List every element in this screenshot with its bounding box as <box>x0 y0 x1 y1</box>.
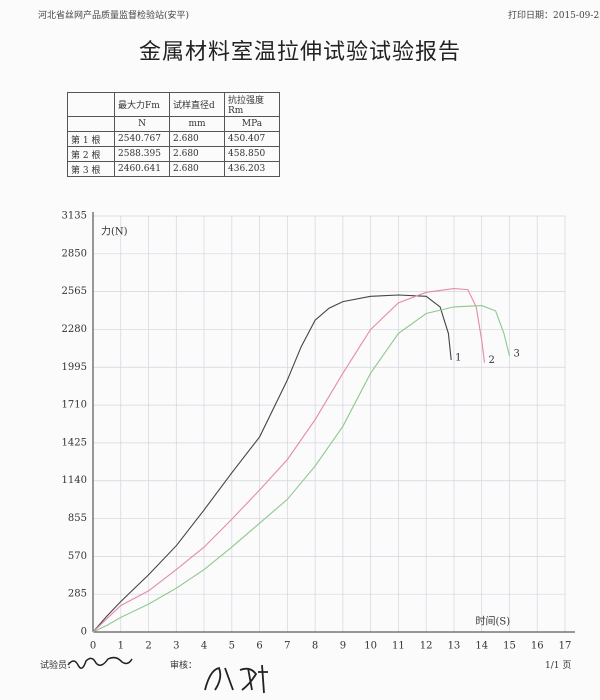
y-tick-label: 285 <box>68 589 87 600</box>
y-tick-label: 1710 <box>62 400 87 411</box>
table-cell: 最大力Fm <box>114 92 170 117</box>
x-tick-label: 12 <box>420 641 433 652</box>
tester-label: 试验员： <box>40 661 77 671</box>
y-tick-label: 1995 <box>62 362 87 373</box>
table-row: 第 1 根 2540.767 2.680 450.407 <box>67 131 280 147</box>
signature <box>204 664 268 694</box>
y-tick-label: 2565 <box>62 286 87 297</box>
y-tick-label: 0 <box>81 627 87 638</box>
y-tick-label: 1425 <box>62 437 87 448</box>
x-axis-label: 时间(S) <box>475 615 510 628</box>
reviewer-label: 审核： <box>170 661 198 671</box>
line <box>92 305 511 633</box>
x-tick-label: 11 <box>392 641 405 652</box>
series-label: 3 <box>513 348 519 359</box>
x-tick-label: 10 <box>364 641 377 652</box>
table-cell: 2460.641 <box>114 161 170 177</box>
x-tick-label: 1 <box>118 641 124 652</box>
x-tick-label: 8 <box>312 641 318 652</box>
y-tick-label: 855 <box>68 513 87 524</box>
line <box>92 288 486 633</box>
x-tick-label: 16 <box>531 641 544 652</box>
x-tick-label: 0 <box>90 641 96 652</box>
x-tick-label: 5 <box>229 641 235 652</box>
page-number: 1/1 页 <box>545 661 572 671</box>
table-cell: 第 3 根 <box>67 161 115 177</box>
y-axis-label: 力(N) <box>101 225 128 238</box>
series-label: 2 <box>488 355 494 366</box>
x-tick-label: 15 <box>503 641 516 652</box>
signature <box>67 656 133 669</box>
y-tick-label: 1140 <box>62 475 87 486</box>
table-row: 第 2 根 2588.395 2.680 458.850 <box>67 146 280 162</box>
table-cell: 436.203 <box>224 161 280 177</box>
x-tick-label: 9 <box>340 641 346 652</box>
header-org: 河北省丝网产品质量监督检验站(安平) <box>38 11 190 21</box>
header-date: 打印日期：2015-09-2 <box>508 11 600 21</box>
y-tick-label: 2280 <box>62 324 87 335</box>
x-tick-label: 14 <box>475 641 488 652</box>
series-label: 1 <box>455 352 461 363</box>
x-tick-label: 4 <box>201 641 207 652</box>
line <box>92 294 452 633</box>
y-tick-label: 3135 <box>62 211 87 222</box>
y-tick-label: 2850 <box>62 248 87 259</box>
title: 金属材料室温拉伸试验试验报告 <box>138 40 461 65</box>
x-tick-label: 2 <box>145 641 151 652</box>
y-tick-label: 570 <box>68 551 87 562</box>
x-tick-label: 7 <box>284 641 290 652</box>
x-tick-label: 3 <box>173 641 179 652</box>
x-tick-label: 17 <box>559 641 572 652</box>
table-row: 第 3 根 2460.641 2.680 436.203 <box>67 161 280 177</box>
x-tick-label: 6 <box>256 641 262 652</box>
x-tick-label: 13 <box>448 641 461 652</box>
